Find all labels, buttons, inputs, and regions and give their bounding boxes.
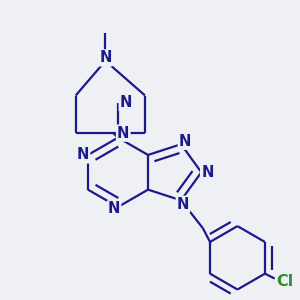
- Text: N: N: [117, 126, 129, 141]
- Text: N: N: [99, 50, 112, 65]
- Text: N: N: [120, 95, 132, 110]
- Text: N: N: [201, 165, 214, 180]
- Text: N: N: [177, 197, 189, 212]
- Text: N: N: [179, 134, 191, 149]
- Text: N: N: [77, 148, 89, 163]
- Text: N: N: [108, 201, 120, 216]
- Text: Cl: Cl: [276, 274, 293, 289]
